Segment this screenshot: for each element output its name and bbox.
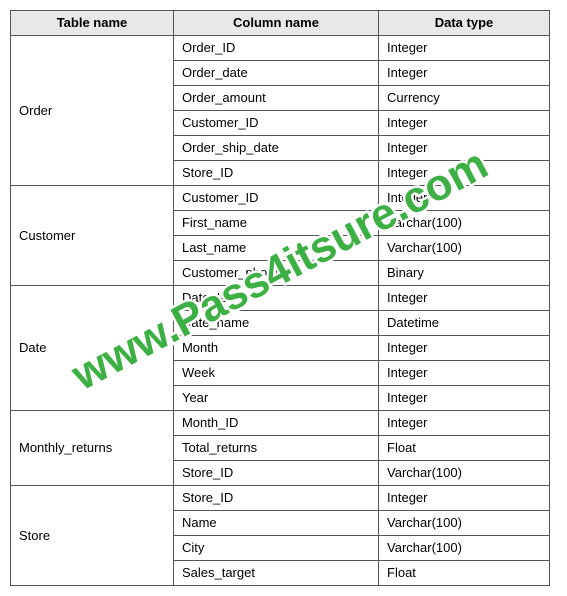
column-name-cell: Customer_ID [173,111,378,136]
data-type-cell: Integer [379,486,550,511]
data-type-cell: Integer [379,111,550,136]
data-type-cell: Integer [379,61,550,86]
data-type-cell: Integer [379,386,550,411]
data-type-cell: Float [379,561,550,586]
table-row: Monthly_returnsMonth_IDInteger [11,411,550,436]
data-type-cell: Integer [379,286,550,311]
data-type-cell: Binary [379,261,550,286]
column-name-cell: Customer_photo [173,261,378,286]
column-name-cell: Order_ship_date [173,136,378,161]
column-name-cell: First_name [173,211,378,236]
column-name-cell: Order_ID [173,36,378,61]
column-name-cell: Store_ID [173,161,378,186]
column-name-cell: Month_ID [173,411,378,436]
table-row: OrderOrder_IDInteger [11,36,550,61]
column-name-cell: Date_ID [173,286,378,311]
column-name-cell: City [173,536,378,561]
table-row: CustomerCustomer_IDInteger [11,186,550,211]
data-type-cell: Integer [379,411,550,436]
column-name-cell: Year [173,386,378,411]
column-name-cell: Order_date [173,61,378,86]
column-name-cell: Store_ID [173,461,378,486]
column-name-cell: Month [173,336,378,361]
data-type-cell: Integer [379,361,550,386]
header-table-name: Table name [11,11,174,36]
table-name-cell: Date [11,286,174,411]
table-name-cell: Customer [11,186,174,286]
column-name-cell: Sales_target [173,561,378,586]
column-name-cell: Date_name [173,311,378,336]
table-name-cell: Store [11,486,174,586]
schema-table: Table name Column name Data type OrderOr… [10,10,550,586]
header-column-name: Column name [173,11,378,36]
column-name-cell: Total_returns [173,436,378,461]
header-data-type: Data type [379,11,550,36]
table-row: StoreStore_IDInteger [11,486,550,511]
data-type-cell: Varchar(100) [379,461,550,486]
data-type-cell: Currency [379,86,550,111]
data-type-cell: Varchar(100) [379,236,550,261]
schema-body: OrderOrder_IDIntegerOrder_dateIntegerOrd… [11,36,550,586]
data-type-cell: Varchar(100) [379,511,550,536]
data-type-cell: Integer [379,186,550,211]
data-type-cell: Integer [379,336,550,361]
column-name-cell: Customer_ID [173,186,378,211]
data-type-cell: Integer [379,161,550,186]
data-type-cell: Integer [379,36,550,61]
data-type-cell: Varchar(100) [379,536,550,561]
data-type-cell: Varchar(100) [379,211,550,236]
column-name-cell: Store_ID [173,486,378,511]
column-name-cell: Name [173,511,378,536]
data-type-cell: Integer [379,136,550,161]
data-type-cell: Float [379,436,550,461]
column-name-cell: Last_name [173,236,378,261]
table-row: DateDate_IDInteger [11,286,550,311]
column-name-cell: Order_amount [173,86,378,111]
table-name-cell: Order [11,36,174,186]
column-name-cell: Week [173,361,378,386]
data-type-cell: Datetime [379,311,550,336]
table-name-cell: Monthly_returns [11,411,174,486]
